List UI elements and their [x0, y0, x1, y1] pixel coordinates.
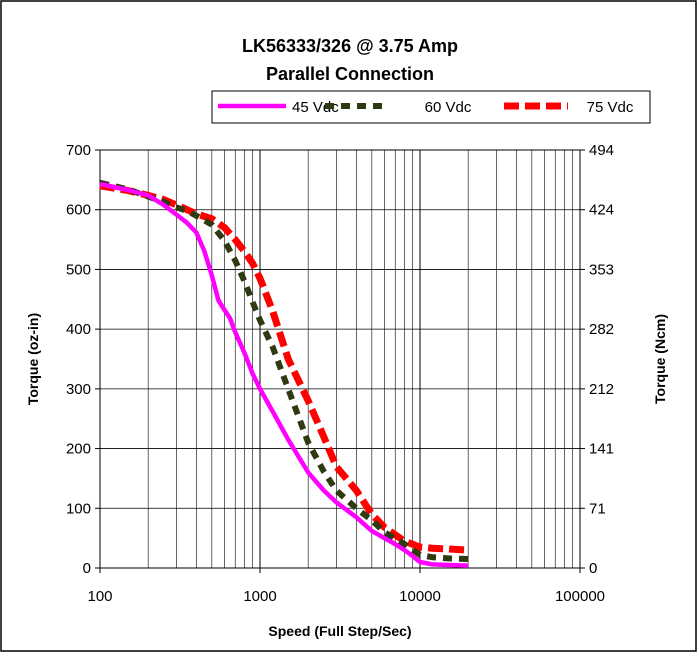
- y2-tick-label: 0: [589, 560, 597, 577]
- legend-label: 75 Vdc: [587, 99, 634, 116]
- x-tick-label: 1000: [243, 588, 276, 605]
- y-tick-label: 400: [66, 321, 91, 338]
- series-line-60-vdc: [99, 179, 469, 562]
- x-tick-label: 100000: [555, 588, 605, 605]
- x-tick-label: 10000: [399, 588, 441, 605]
- legend: 45 Vdc 60 Vdc 75 Vdc: [218, 99, 634, 116]
- y-tick-label: 700: [66, 142, 91, 159]
- x-axis-label: Speed (Full Step/Sec): [268, 623, 411, 639]
- y2-tick-label: 424: [589, 202, 614, 219]
- y-tick-label: 200: [66, 441, 91, 458]
- y2-axis-label: Torque (Ncm): [652, 314, 668, 404]
- y-tick-label: 600: [66, 202, 91, 219]
- y2-tick-label: 494: [589, 142, 614, 159]
- y-tick-label: 0: [83, 560, 91, 577]
- y-tick-label: 300: [66, 381, 91, 398]
- x-tick-label: 100: [87, 588, 112, 605]
- y2-tick-label: 212: [589, 381, 614, 398]
- grid: [100, 150, 580, 568]
- axes: 0 100 200 300 400 500 600 700 0 71 141 212 282 353 424…: [66, 142, 614, 605]
- series-line-45-vdc: [99, 181, 469, 568]
- y2-tick-label: 282: [589, 321, 614, 338]
- legend-label: 60 Vdc: [425, 99, 472, 116]
- y2-tick-label: 71: [589, 500, 606, 517]
- chart-subtitle: Parallel Connection: [266, 64, 434, 84]
- y2-tick-label: 141: [589, 441, 614, 458]
- series-layer: [99, 179, 469, 568]
- y-tick-label: 500: [66, 261, 91, 278]
- y2-tick-label: 353: [589, 261, 614, 278]
- y-tick-label: 100: [66, 500, 91, 517]
- y-axis-label: Torque (oz-in): [25, 313, 41, 405]
- chart-title: LK56333/326 @ 3.75 Amp: [242, 36, 458, 56]
